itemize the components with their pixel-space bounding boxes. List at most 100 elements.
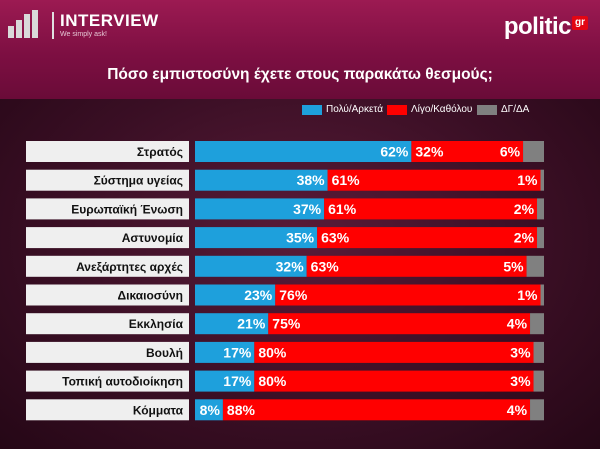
legend-swatch-2	[477, 104, 497, 115]
bar-segment-2	[254, 341, 534, 363]
legend-label-1: Λίγο/Καθόλου	[411, 104, 473, 115]
bar-segment-1	[195, 370, 255, 392]
category-label: Δικαιοσύνη	[118, 289, 184, 303]
legend-item-1: Λίγο/Καθόλου	[387, 104, 472, 115]
legend-item-0: Πολύ/Αρκετά	[302, 104, 383, 115]
bar-segment-2	[327, 169, 541, 191]
bar-segment-2	[268, 313, 531, 335]
legend-swatch-0	[302, 104, 322, 115]
category-label: Ανεξάρτητες αρχές	[76, 260, 183, 274]
data-label-2: 32%	[415, 144, 444, 160]
bar-segment-1	[195, 198, 325, 220]
brand-name: INTERVIEW	[60, 10, 159, 30]
data-label-3: 1%	[517, 287, 538, 303]
data-label-2: 63%	[321, 230, 350, 246]
interview-logo: INTERVIEW We simply ask!	[8, 8, 159, 42]
bar-segment-3	[523, 141, 544, 162]
category-label-panel	[26, 341, 189, 363]
data-label-3: 2%	[514, 201, 535, 217]
bar-segment-3	[533, 341, 544, 363]
data-label-2: 61%	[328, 201, 357, 217]
data-label-3: 6%	[500, 144, 521, 160]
data-label-3: 3%	[510, 344, 531, 360]
category-label-panel	[26, 284, 189, 306]
bar-segment-3	[530, 399, 544, 421]
bar-segment-1	[195, 284, 276, 306]
bar-segment-2	[317, 227, 538, 249]
data-label-1: 62%	[380, 144, 409, 160]
bar-segment-2	[324, 198, 538, 220]
bar-segment-3	[533, 370, 544, 392]
data-label-3: 4%	[507, 402, 528, 418]
data-label-1: 37%	[293, 201, 322, 217]
category-label-panel	[26, 198, 189, 220]
category-label-panel	[26, 255, 189, 277]
legend-swatch-1	[387, 104, 407, 115]
bar-segment-2	[306, 255, 527, 277]
category-label: Εκκλησία	[129, 317, 184, 331]
category-label: Στρατός	[137, 145, 183, 159]
brand-tagline: We simply ask!	[60, 30, 107, 38]
data-label-1: 21%	[237, 316, 266, 332]
bars-icon	[8, 10, 48, 40]
data-label-1: 23%	[244, 287, 273, 303]
data-label-3: 5%	[503, 258, 524, 274]
logo-text: politic	[503, 13, 572, 40]
bar-segment-3	[540, 169, 544, 191]
category-label-panel	[26, 141, 189, 162]
data-label-2: 63%	[311, 258, 340, 274]
logo-suffix: gr	[572, 16, 588, 30]
category-label: Σύστημα υγείας	[94, 174, 183, 188]
politic-logo: politic gr	[504, 14, 588, 40]
header-banner: INTERVIEW We simply ask! politic gr Πόσο…	[0, 0, 600, 99]
bar-segment-1	[195, 399, 223, 421]
data-label-3: 2%	[514, 230, 535, 246]
bar-segment-2	[254, 370, 534, 392]
category-label-panel	[26, 227, 189, 249]
category-label-panel	[26, 169, 189, 191]
chart-title: Πόσο εμπιστοσύνη έχετε στους παρακάτω θε…	[107, 66, 493, 83]
category-label-panel	[26, 313, 189, 335]
data-label-2: 88%	[227, 402, 256, 418]
bar-segment-2	[222, 399, 531, 421]
category-label: Ευρωπαϊκή Ένωση	[71, 202, 183, 216]
bar-segment-3	[530, 313, 544, 335]
category-label: Βουλή	[146, 346, 183, 360]
data-label-1: 32%	[276, 258, 305, 274]
data-label-1: 17%	[223, 373, 252, 389]
legend-label-0: Πολύ/Αρκετά	[326, 104, 384, 115]
data-label-3: 4%	[507, 316, 528, 332]
data-label-1: 17%	[223, 344, 252, 360]
bar-segment-2	[411, 141, 524, 162]
legend-item-2: ΔΓ/ΔΑ	[477, 104, 529, 115]
data-label-2: 75%	[272, 316, 301, 332]
bar-segment-1	[195, 255, 307, 277]
bar-segment-2	[275, 284, 541, 306]
category-label-panel	[26, 370, 189, 392]
data-label-1: 8%	[200, 402, 221, 418]
data-label-3: 1%	[517, 172, 538, 188]
category-label-panel	[26, 399, 189, 421]
bar-segment-1	[195, 341, 255, 363]
bar-segment-3	[540, 284, 544, 306]
bar-segment-3	[537, 198, 544, 220]
category-label: Τοπική αυτοδιοίκηση	[62, 375, 183, 389]
data-label-1: 38%	[297, 172, 326, 188]
bar-segment-1	[195, 227, 318, 249]
data-label-1: 35%	[286, 230, 315, 246]
category-label: Κόμματα	[133, 403, 184, 417]
data-label-2: 80%	[258, 344, 287, 360]
legend-label-2: ΔΓ/ΔΑ	[501, 104, 530, 115]
bar-segment-3	[526, 255, 544, 277]
category-label: Αστυνομία	[122, 231, 184, 245]
data-label-2: 61%	[332, 172, 361, 188]
data-label-2: 80%	[258, 373, 287, 389]
bar-segment-1	[195, 313, 269, 335]
bar-segment-1	[195, 141, 412, 162]
bar-segment-1	[195, 169, 328, 191]
data-label-3: 3%	[510, 373, 531, 389]
bar-segment-3	[537, 227, 544, 249]
data-label-2: 76%	[279, 287, 308, 303]
